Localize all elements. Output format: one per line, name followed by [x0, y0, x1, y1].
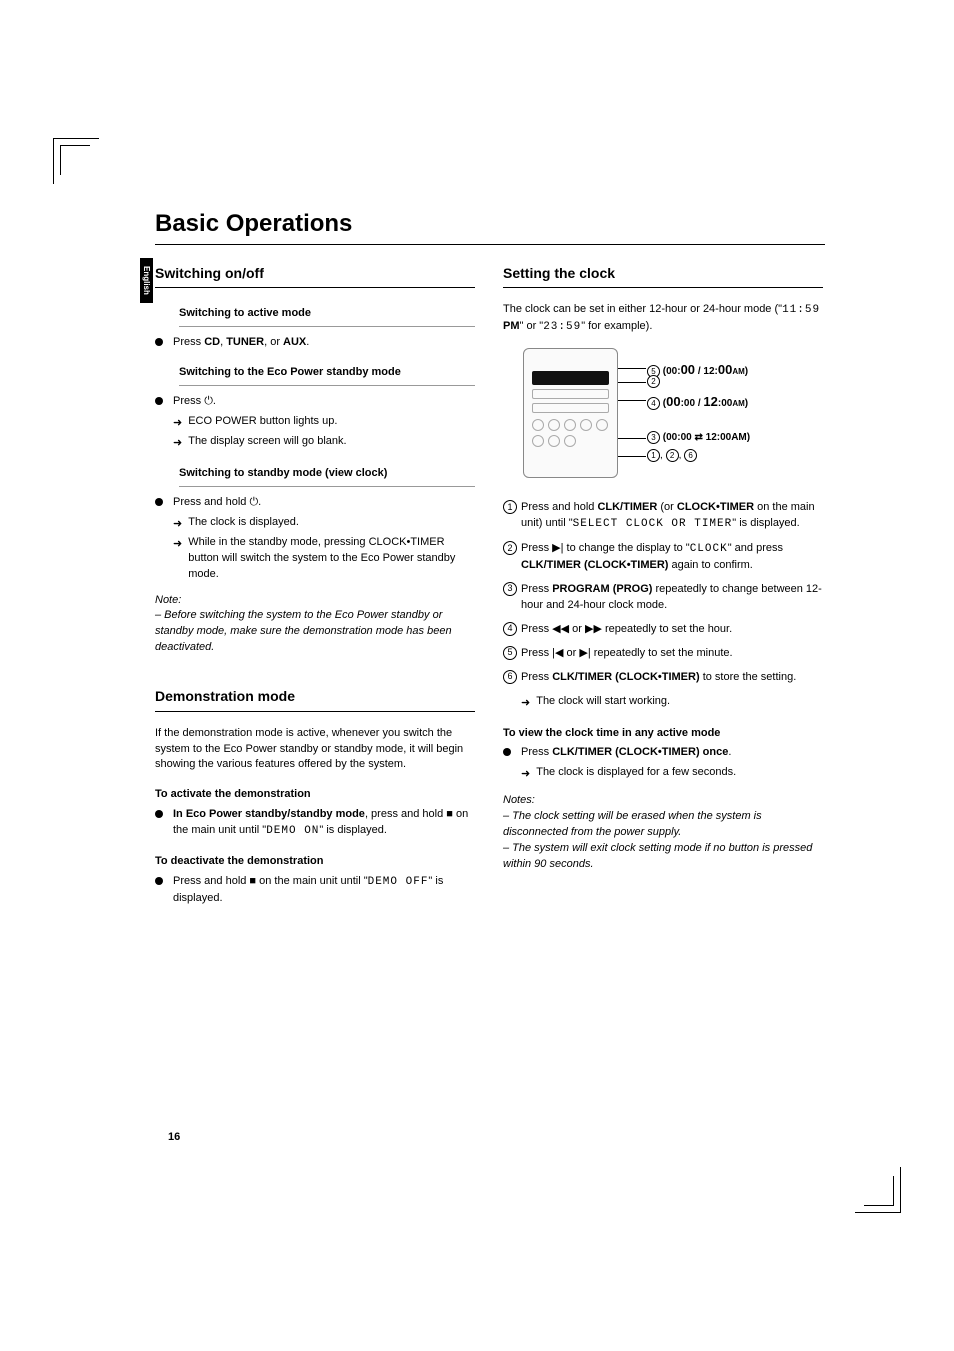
text: Press and hold ⏻. [173, 495, 261, 511]
bullet-icon [155, 810, 163, 818]
heading-activate-demo: To activate the demonstration [155, 787, 475, 803]
title-rule [155, 244, 825, 245]
rule [155, 287, 475, 288]
bullet-eco: Press ⏻. [155, 394, 475, 410]
heading-switching: Switching on/off [155, 263, 475, 283]
left-column: Switching on/off Switching to active mod… [155, 255, 475, 911]
bullet-icon [155, 498, 163, 506]
arrow-icon: ➜ [173, 517, 182, 533]
arrow-icon: ➜ [173, 416, 182, 432]
step-1: Press and hold CLK/TIMER (or CLOCK•TIMER… [521, 500, 823, 533]
seg-text: DEMO ON [266, 825, 319, 837]
crop-mark-top-left [60, 145, 90, 175]
step-2: Press ▶| to change the display to "CLOCK… [521, 541, 823, 574]
device-diagram: 5 (00:00 / 12:00AM) 2 4 (00:00 / 12:00AM… [523, 348, 803, 488]
clock-intro: The clock can be set in either 12-hour o… [503, 302, 823, 336]
device-outline [523, 348, 618, 478]
rule [503, 287, 823, 288]
bullet-icon [155, 397, 163, 405]
rule [155, 711, 475, 712]
demo-intro: If the demonstration mode is active, whe… [155, 726, 475, 774]
text: While in the standby mode, pressing CLOC… [188, 535, 475, 583]
text: Press CLK/TIMER (CLOCK•TIMER) once. [521, 745, 731, 761]
step-1-icon: 1 [503, 500, 517, 514]
notes-block: Notes: – The clock setting will be erase… [503, 793, 823, 873]
step-6: Press CLK/TIMER (CLOCK•TIMER) to store t… [521, 670, 823, 686]
page-title: Basic Operations [155, 210, 825, 238]
bullet-icon [155, 877, 163, 885]
label3: (00:00 ⇄ 12:00AM) [663, 432, 750, 443]
seg-text: DEMO OFF [368, 876, 429, 888]
step-4-icon: 4 [503, 622, 517, 636]
heading-eco-mode: Switching to the Eco Power standby mode [179, 361, 475, 386]
heading-active-mode: Switching to active mode [179, 302, 475, 327]
right-column: Setting the clock The clock can be set i… [503, 255, 823, 911]
step-5-icon: 5 [503, 646, 517, 660]
bullet-deactivate: Press and hold ■ on the main unit until … [155, 874, 475, 907]
arrow-icon: ➜ [173, 537, 182, 553]
bullet-standby: Press and hold ⏻. [155, 495, 475, 511]
note-label: Note: [155, 593, 475, 609]
step-2-icon: 2 [503, 541, 517, 555]
power-icon: ⏻ [204, 395, 213, 407]
text: The clock is displayed. [188, 515, 299, 531]
heading-demo: Demonstration mode [155, 686, 475, 706]
heading-clock: Setting the clock [503, 263, 823, 283]
arrow-icon: ➜ [521, 696, 530, 712]
crop-mark-bottom-right [864, 1176, 894, 1206]
step-4: Press ◀◀ or ▶▶ repeatedly to set the hou… [521, 622, 823, 638]
arrow-icon: ➜ [521, 767, 530, 783]
page-content: Basic Operations Switching on/off Switch… [155, 210, 825, 911]
note-1: – The clock setting will be erased when … [503, 809, 823, 841]
note-2: – The system will exit clock setting mod… [503, 841, 823, 873]
text: Press ⏻. [173, 394, 216, 410]
step-3: Press PROGRAM (PROG) repeatedly to chang… [521, 582, 823, 614]
notes-label: Notes: [503, 793, 823, 809]
bullet-icon [503, 748, 511, 756]
step-6-icon: 6 [503, 670, 517, 684]
heading-standby-mode: Switching to standby mode (view clock) [179, 462, 475, 487]
text: The clock will start working. [536, 694, 670, 710]
heading-view-clock: To view the clock time in any active mod… [503, 726, 823, 742]
bullet-view-clock: Press CLK/TIMER (CLOCK•TIMER) once. [503, 745, 823, 761]
step-5: Press |◀ or ▶| repeatedly to set the min… [521, 646, 823, 662]
bullet-icon [155, 338, 163, 346]
label5-a: (00: [663, 366, 681, 377]
note-block: Note: – Before switching the system to t… [155, 593, 475, 657]
step-3-icon: 3 [503, 582, 517, 596]
text: Press CD, TUNER, or AUX. [173, 335, 309, 351]
text: In Eco Power standby/standby mode, press… [173, 807, 475, 840]
arrow-icon: ➜ [173, 436, 182, 452]
text: The display screen will go blank. [188, 434, 346, 450]
heading-deactivate-demo: To deactivate the demonstration [155, 854, 475, 870]
power-icon: ⏻ [249, 496, 258, 508]
text: The clock is displayed for a few seconds… [536, 765, 736, 781]
bullet-activate: In Eco Power standby/standby mode, press… [155, 807, 475, 840]
text: ECO POWER button lights up. [188, 414, 337, 430]
bullet-active: Press CD, TUNER, or AUX. [155, 335, 475, 351]
language-tab: English [140, 258, 153, 303]
page-number: 16 [168, 1131, 180, 1143]
text: Press and hold ■ on the main unit until … [173, 874, 475, 907]
note-text: – Before switching the system to the Eco… [155, 608, 475, 656]
